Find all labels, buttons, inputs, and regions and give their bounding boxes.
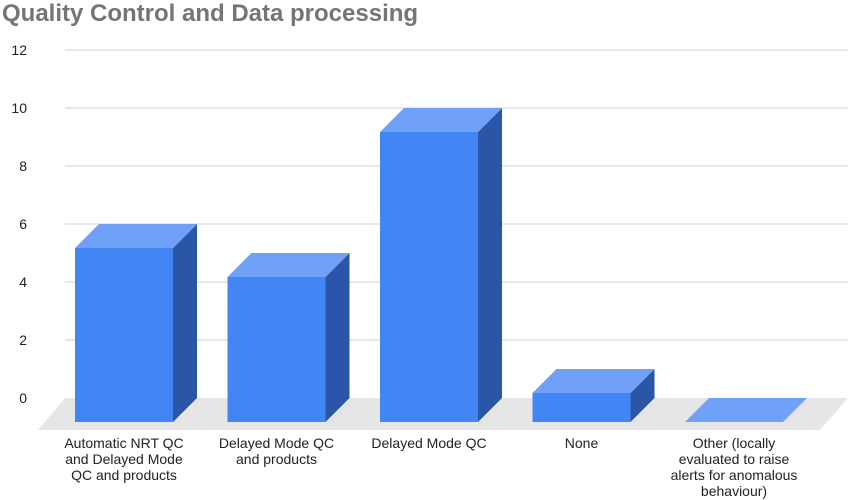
x-axis-categories: Automatic NRT QC and Delayed Mode QC and p…: [64, 435, 797, 499]
chart-title: Quality Control and Data processing: [2, 0, 419, 27]
bar-top: [685, 398, 807, 422]
y-tick-label: 0: [19, 390, 27, 406]
y-tick-label: 4: [19, 274, 27, 290]
y-tick-label: 6: [19, 216, 27, 232]
bar-side: [325, 253, 350, 422]
bar: [685, 398, 807, 422]
bar-front: [380, 132, 478, 422]
bar-top: [75, 224, 197, 248]
y-tick-label: 2: [19, 332, 27, 348]
bar-front: [227, 277, 326, 422]
bar-front: [532, 393, 631, 422]
bar-top: [380, 108, 502, 132]
x-category-label: Delayed Mode QC: [371, 435, 486, 451]
y-tick-label: 8: [19, 158, 27, 174]
bar-front: [75, 248, 173, 422]
bar: [227, 253, 350, 422]
bar-side: [478, 108, 502, 422]
y-tick-label: 10: [11, 100, 27, 116]
bar-side: [173, 224, 197, 422]
bar: [532, 369, 655, 422]
y-axis-ticks: 0 2 4 6 8 10 12: [11, 42, 27, 406]
x-category-label: Other (locally evaluated to raise alerts f…: [671, 435, 798, 499]
bar-top: [532, 369, 655, 393]
bar: [75, 224, 197, 422]
x-category-label: Automatic NRT QC and Delayed Mode QC and p…: [64, 435, 183, 483]
bar: [380, 108, 502, 422]
bar-top: [227, 253, 350, 277]
y-tick-label: 12: [11, 42, 27, 58]
bar-side: [630, 369, 655, 422]
x-category-label: None: [565, 435, 599, 451]
x-category-label: Delayed Mode QC and products: [219, 435, 334, 467]
bars-layer: [75, 108, 807, 422]
